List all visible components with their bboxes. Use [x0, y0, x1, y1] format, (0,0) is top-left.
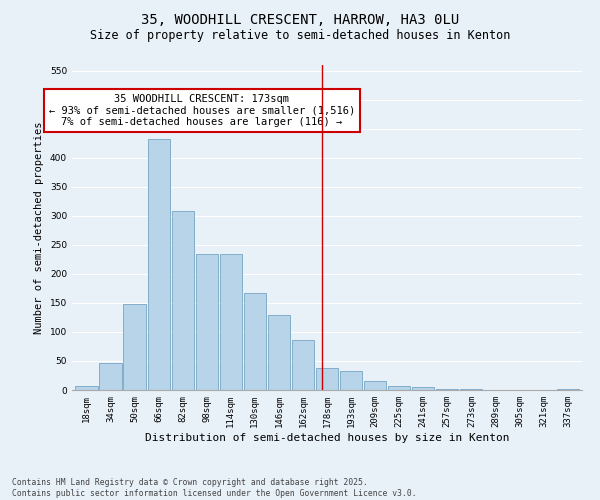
Bar	[124, 304, 146, 390]
Text: 35 WOODHILL CRESCENT: 173sqm
← 93% of semi-detached houses are smaller (1,516)
7: 35 WOODHILL CRESCENT: 173sqm ← 93% of se…	[49, 94, 355, 127]
Text: Contains HM Land Registry data © Crown copyright and database right 2025.
Contai: Contains HM Land Registry data © Crown c…	[12, 478, 416, 498]
Text: 35, WOODHILL CRESCENT, HARROW, HA3 0LU: 35, WOODHILL CRESCENT, HARROW, HA3 0LU	[141, 12, 459, 26]
Bar	[196, 254, 218, 390]
Text: Size of property relative to semi-detached houses in Kenton: Size of property relative to semi-detach…	[90, 29, 510, 42]
Bar	[100, 364, 122, 390]
Bar	[172, 212, 194, 390]
Bar	[340, 372, 362, 390]
Bar	[364, 382, 386, 390]
Bar	[268, 314, 290, 390]
Bar	[148, 140, 170, 390]
Y-axis label: Number of semi-detached properties: Number of semi-detached properties	[34, 121, 44, 334]
Bar	[244, 292, 266, 390]
Bar	[412, 387, 434, 390]
Bar	[76, 386, 98, 390]
Bar	[388, 386, 410, 390]
Bar	[292, 340, 314, 390]
Bar	[316, 368, 338, 390]
Bar	[436, 389, 458, 390]
X-axis label: Distribution of semi-detached houses by size in Kenton: Distribution of semi-detached houses by …	[145, 432, 509, 442]
Bar	[220, 254, 242, 390]
